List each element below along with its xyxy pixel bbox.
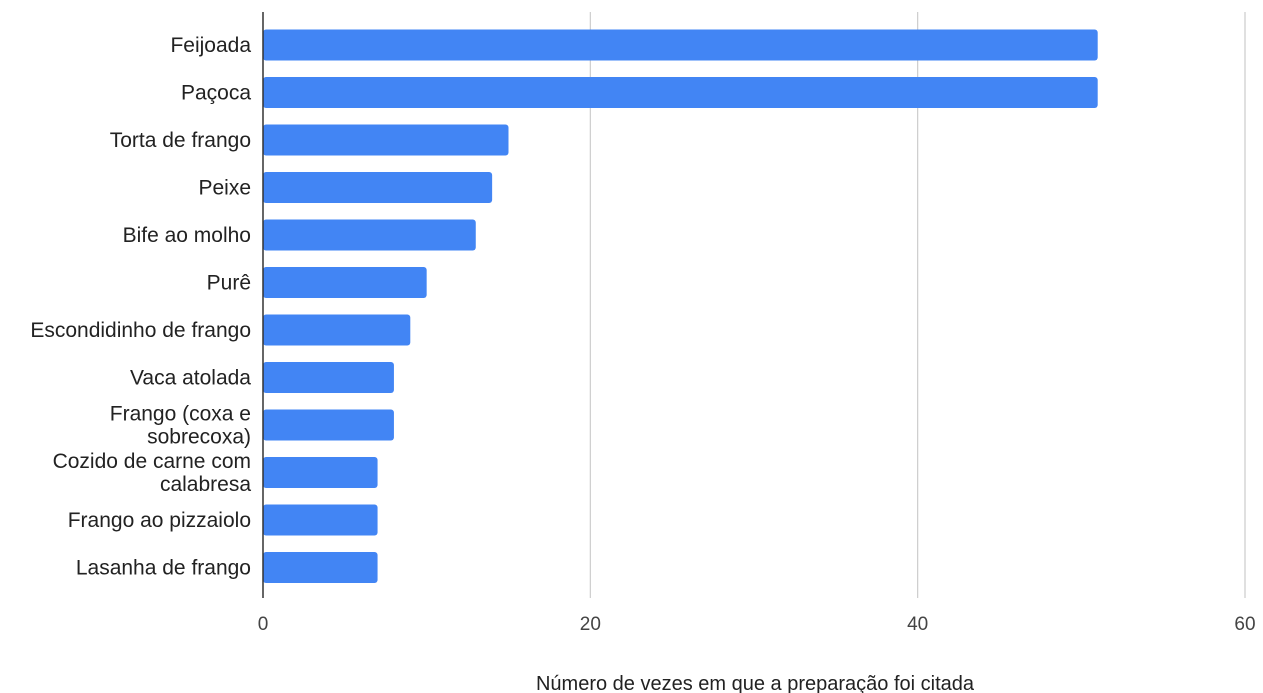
category-label-1: Paçoca xyxy=(181,82,251,105)
x-tick-label-60: 60 xyxy=(1234,614,1255,635)
x-tick-label-40: 40 xyxy=(907,614,928,635)
bars xyxy=(263,29,1098,583)
category-label-4: Bife ao molho xyxy=(123,224,251,247)
x-tick-label-20: 20 xyxy=(580,614,601,635)
bar-2 xyxy=(263,124,509,156)
category-label-11: Lasanha de frango xyxy=(76,557,251,580)
category-label-0: Feijoada xyxy=(170,34,251,57)
category-label-6: Escondidinho de frango xyxy=(30,319,251,342)
x-tick-label-0: 0 xyxy=(258,614,269,635)
bar-1 xyxy=(263,77,1098,108)
bar-7 xyxy=(263,362,394,393)
bar-0 xyxy=(263,29,1098,61)
category-label-3: Peixe xyxy=(198,177,251,200)
category-label-8: Frango (coxa e sobrecoxa) xyxy=(110,403,251,449)
category-label-5: Purê xyxy=(207,272,251,295)
bar-4 xyxy=(263,219,476,251)
bar-3 xyxy=(263,172,493,203)
category-label-9: Cozido de carne com calabresa xyxy=(53,450,252,496)
bar-11 xyxy=(263,552,378,583)
x-tick-labels: 0 20 40 60 xyxy=(258,614,1256,635)
category-label-7: Vaca atolada xyxy=(130,367,251,390)
category-label-2: Torta de frango xyxy=(110,129,251,152)
gridlines xyxy=(589,12,1246,598)
category-labels: Feijoada Paçoca Torta de frango Peixe Bife a… xyxy=(30,34,251,580)
bar-8 xyxy=(263,409,394,441)
bar-9 xyxy=(263,457,378,488)
bar-6 xyxy=(263,314,411,346)
bar-10 xyxy=(263,504,378,536)
bar-5 xyxy=(263,267,427,298)
x-axis-title: Número de vezes em que a preparação foi … xyxy=(536,673,975,693)
category-label-10: Frango ao pizzaiolo xyxy=(68,509,251,532)
